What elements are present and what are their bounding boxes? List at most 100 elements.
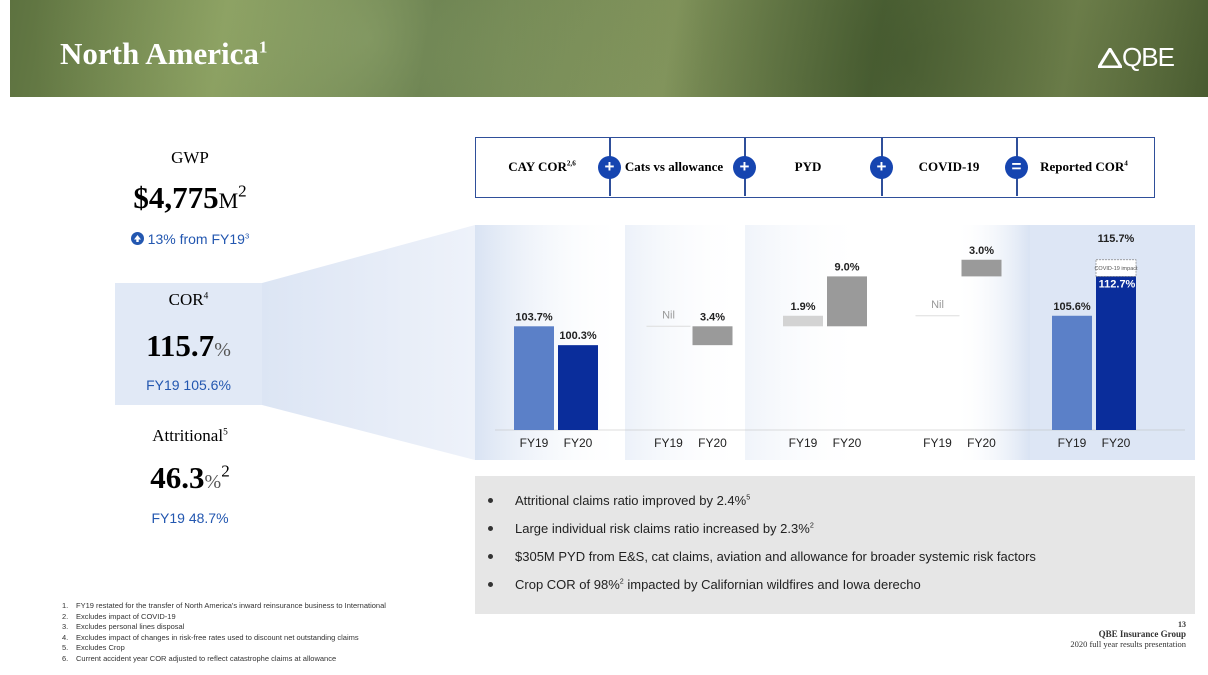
gwp-change-sup: 3 (244, 231, 250, 241)
footnote-number: 1. (62, 601, 69, 610)
value-label: 1.9% (790, 301, 815, 313)
cor-label: COR4 (115, 290, 262, 310)
bullet-item: $305M PYD from E&S, cat claims, aviation… (488, 549, 1036, 564)
attritional-number: 46.3 (150, 460, 205, 495)
bar (558, 345, 598, 430)
footnote: 6. Current accident year COR adjusted to … (62, 654, 386, 665)
attritional-label-sup: 5 (223, 427, 228, 438)
bullet-dot (488, 554, 493, 559)
bullet-dot (488, 526, 493, 531)
panel-shade (745, 225, 865, 460)
gwp-sup: 2 (238, 181, 247, 201)
value-label: 115.7% (1098, 233, 1135, 245)
gwp-unit: M (218, 188, 239, 213)
logo-text: QBE (1122, 42, 1175, 72)
footer-subtitle: 2020 full year results presentation (1070, 639, 1186, 649)
attritional-comparison: FY19 48.7% (151, 510, 229, 526)
footnote: 2. Excludes impact of COVID-19 (62, 612, 386, 623)
page-number: 13 (1178, 620, 1186, 629)
bullet-text: $305M PYD from E&S, cat claims, aviation… (515, 549, 1036, 564)
footnote-text: Excludes personal lines disposal (76, 622, 185, 632)
term-text: Cats vs allowance (624, 159, 724, 174)
x-tick-label: FY19 (520, 436, 549, 450)
bullet-text: Large individual risk claims ratio incre… (515, 521, 810, 536)
gwp-label: GWP (171, 148, 209, 167)
formula-box: CAY COR2,6 + Cats vs allowance + PYD + COVID-1… (475, 137, 1155, 198)
bullet-dot (488, 582, 493, 587)
x-tick-label: FY19 (1058, 436, 1087, 450)
footnote: 5. Excludes Crop (62, 643, 386, 654)
bar-segment (1095, 259, 1137, 277)
title-sup: 1 (258, 37, 268, 57)
formula-operator: + (870, 156, 893, 179)
formula-term-text: CAY COR2,6 (508, 160, 576, 174)
bullet-sup: 2 (619, 577, 624, 586)
formula-term: CAY COR2,6 (482, 138, 602, 196)
footer-company: QBE Insurance Group (1098, 629, 1186, 639)
term-text: PYD (794, 159, 822, 174)
x-tick-label: FY20 (833, 436, 862, 450)
value-label: 105.6% (1053, 301, 1091, 313)
attritional-value: 46.3%2 (90, 460, 290, 496)
formula-term-text: Cats vs allowance (625, 160, 723, 174)
footnote-text: Excludes Crop (76, 643, 125, 653)
footnote-text: Excludes impact of changes in risk-free … (76, 632, 359, 642)
cor-unit: % (214, 339, 231, 361)
bar (514, 326, 554, 430)
value-label: 3.4% (700, 311, 725, 323)
term-text: COVID-19 (918, 159, 980, 174)
logo: QBE (1096, 42, 1175, 73)
formula-term-text: Reported COR4 (1040, 160, 1128, 174)
bar (961, 259, 1002, 277)
bullet-text: Attritional claims ratio improved by 2.4… (515, 493, 747, 508)
footnote-text: FY19 restated for the transfer of North … (76, 601, 386, 610)
footnote-number: 6. (62, 653, 69, 663)
gwp-value: $4,775M2 (90, 180, 290, 216)
gwp-change-text: 13% from FY19 (147, 231, 245, 247)
value-label: Nil (931, 299, 944, 311)
term-text: Reported COR (1040, 159, 1125, 174)
gwp-change: 13% from FY193 (90, 231, 290, 247)
bullet-item: Large individual risk claims ratio incre… (488, 521, 814, 536)
footnote: 3. Excludes personal lines disposal (62, 622, 386, 633)
bullet-sup: 5 (746, 493, 751, 502)
footer: 13 QBE Insurance Group 2020 full year re… (1070, 620, 1186, 649)
x-tick-label: FY19 (923, 436, 952, 450)
header-banner (10, 0, 1208, 97)
cor-box (115, 283, 262, 405)
segment-note: COVID-19 impact (1094, 266, 1138, 272)
bar (1096, 276, 1136, 430)
x-tick-label: FY20 (1102, 436, 1131, 450)
cor-number: 115.7 (146, 328, 215, 363)
value-label: 103.7% (515, 311, 553, 323)
x-tick-label: FY20 (698, 436, 727, 450)
attritional-label-text: Attritional (152, 426, 224, 445)
formula-term: Reported COR4 (1024, 138, 1144, 196)
formula-operator: + (733, 156, 756, 179)
x-tick-label: FY20 (564, 436, 593, 450)
bullet-text: impacted by Californian wildfires and Io… (623, 577, 921, 592)
bullet-dot (488, 498, 493, 503)
value-label: 9.0% (834, 261, 859, 273)
bullet-sup: 2 (809, 521, 814, 530)
formula-operator: + (598, 156, 621, 179)
attritional-unit: % (204, 471, 222, 493)
formula-operator: = (1005, 156, 1028, 179)
connector-fan (262, 225, 475, 460)
footnote-number: 3. (62, 622, 69, 632)
header-shade (10, 0, 1208, 97)
term-sup: 4 (1124, 159, 1128, 168)
x-tick-label: FY19 (654, 436, 683, 450)
formula-term: Cats vs allowance (614, 138, 734, 196)
value-label: 3.0% (969, 245, 994, 257)
formula-term-text: PYD (795, 160, 822, 174)
formula-term-text: COVID-19 (919, 160, 980, 174)
value-label: 112.7% (1099, 278, 1136, 290)
footnote-number: 2. (62, 611, 69, 621)
bullet-text: Crop COR of 98% (515, 577, 620, 592)
term-text: CAY COR (508, 159, 567, 174)
title-text: North America (60, 36, 259, 71)
bar (692, 326, 733, 346)
waterfall-chart: FY19 103.7% FY19 Nil FY19 1.9% FY19 Nil FY19 105.… (475, 225, 1195, 460)
